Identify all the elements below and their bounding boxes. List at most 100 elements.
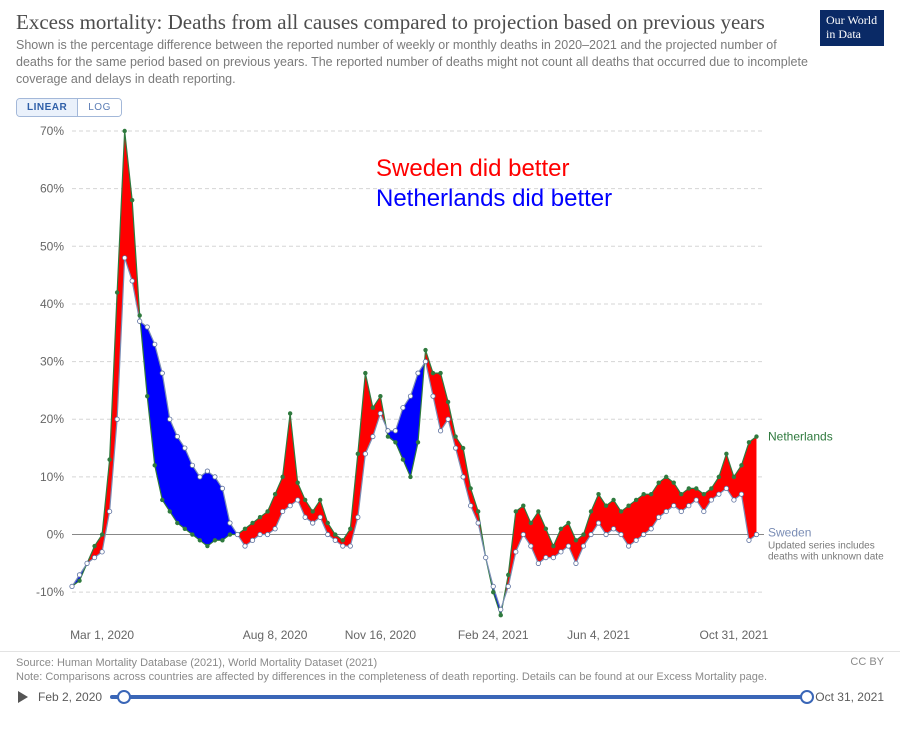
fill-sweden-better [424,350,485,558]
sweden-marker [220,486,224,490]
sweden-marker [213,474,217,478]
netherlands-marker [228,532,232,536]
netherlands-marker [423,347,427,351]
netherlands-marker [378,394,382,398]
netherlands-marker [115,290,119,294]
source-text: Source: Human Mortality Database (2021),… [16,656,767,670]
netherlands-marker [92,543,96,547]
netherlands-marker [679,492,683,496]
sweden-marker [130,278,134,282]
netherlands-marker [77,578,81,582]
netherlands-marker [446,399,450,403]
sweden-marker [92,555,96,559]
timeline-thumb-start[interactable] [117,690,131,704]
sweden-marker [160,371,164,375]
x-tick-label: Mar 1, 2020 [70,628,134,642]
sweden-marker [529,543,533,547]
netherlands-marker [183,526,187,530]
netherlands-marker [732,474,736,478]
netherlands-marker [190,532,194,536]
sweden-marker [356,515,360,519]
netherlands-marker [205,543,209,547]
netherlands-marker [168,509,172,513]
netherlands-marker [461,445,465,449]
sweden-marker [724,486,728,490]
netherlands-marker [408,474,412,478]
netherlands-marker [641,492,645,496]
sweden-marker [664,509,668,513]
sweden-marker [611,526,615,530]
sweden-marker [604,532,608,536]
y-tick-label: 50% [40,239,64,253]
sweden-marker [408,394,412,398]
netherlands-marker [220,538,224,542]
netherlands-marker [747,440,751,444]
linear-button[interactable]: LINEAR [17,99,77,116]
sweden-marker [679,509,683,513]
netherlands-marker [333,532,337,536]
sweden-marker [626,543,630,547]
netherlands-marker [356,451,360,455]
netherlands-marker [416,440,420,444]
netherlands-marker [393,440,397,444]
play-icon[interactable] [16,690,30,704]
x-tick-label: Feb 24, 2021 [458,628,529,642]
sweden-marker [461,474,465,478]
netherlands-marker [559,526,563,530]
sweden-marker [732,497,736,501]
license-text: CC BY [850,656,884,685]
owid-logo[interactable]: Our World in Data [820,10,884,46]
netherlands-marker [754,434,758,438]
x-tick-label: Oct 31, 2021 [700,628,769,642]
y-tick-label: 40% [40,297,64,311]
y-tick-label: 60% [40,181,64,195]
sweden-marker [386,428,390,432]
sweden-marker [175,434,179,438]
netherlands-marker [664,474,668,478]
netherlands-marker [100,532,104,536]
sweden-marker [326,532,330,536]
y-tick-label: -10% [36,585,64,599]
sweden-marker [589,532,593,536]
netherlands-marker [160,497,164,501]
timeline-thumb-end[interactable] [800,690,814,704]
sweden-marker [702,509,706,513]
sweden-marker [70,584,74,588]
sweden-marker [280,509,284,513]
netherlands-marker [265,509,269,513]
netherlands-marker [145,394,149,398]
netherlands-marker [318,497,322,501]
netherlands-marker [491,590,495,594]
sweden-marker [438,428,442,432]
timeline: Feb 2, 2020 Oct 31, 2021 [0,684,900,704]
sweden-marker [566,543,570,547]
sweden-marker [709,497,713,501]
sweden-marker [168,417,172,421]
sweden-marker [243,543,247,547]
timeline-slider[interactable] [110,695,807,699]
y-tick-label: 20% [40,412,64,426]
sweden-marker [318,515,322,519]
netherlands-marker [702,492,706,496]
sweden-marker [198,474,202,478]
timeline-end-label: Oct 31, 2021 [815,690,884,704]
sweden-marker [649,526,653,530]
log-button[interactable]: LOG [77,99,121,116]
netherlands-marker [250,520,254,524]
netherlands-marker [529,520,533,524]
sweden-marker [656,515,660,519]
sweden-marker [499,607,503,611]
sweden-marker [378,411,382,415]
sweden-marker [754,532,758,536]
netherlands-marker [175,520,179,524]
sweden-marker [310,520,314,524]
netherlands-marker [521,503,525,507]
sweden-marker [85,561,89,565]
sweden-marker [687,503,691,507]
netherlands-marker [153,463,157,467]
sweden-marker [634,538,638,542]
netherlands-marker [363,371,367,375]
sweden-marker [235,532,239,536]
sweden-marker [250,538,254,542]
sweden-marker [341,543,345,547]
